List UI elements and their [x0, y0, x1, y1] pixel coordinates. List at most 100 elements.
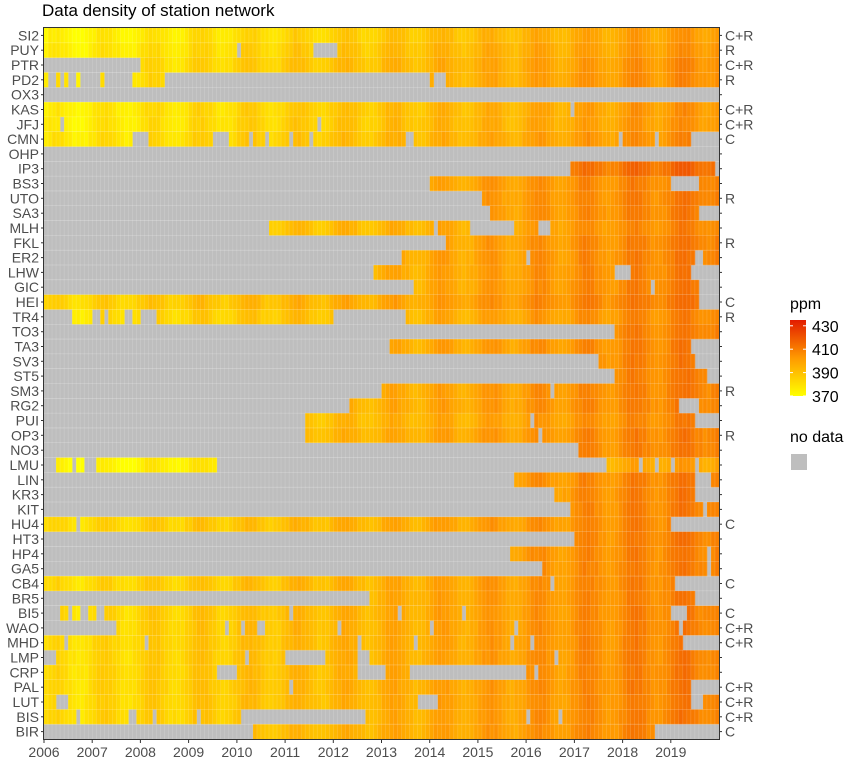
- heatmap-cell: [345, 413, 350, 429]
- heatmap-cell: [417, 265, 422, 281]
- heatmap-cell: [502, 724, 507, 740]
- heatmap-cell: [614, 339, 619, 355]
- heatmap-cell: [281, 131, 286, 147]
- heatmap-cell: [502, 72, 507, 88]
- heatmap-cell: [297, 664, 302, 680]
- heatmap-cell: [502, 42, 507, 58]
- heatmap-cell: [385, 398, 390, 414]
- heatmap-cell: [417, 102, 422, 118]
- heatmap-cell: [650, 131, 656, 147]
- heatmap-cell: [518, 235, 523, 251]
- heatmap-cell: [465, 694, 471, 710]
- heatmap-cell: [522, 57, 527, 73]
- heatmap-cell: [485, 650, 491, 666]
- heatmap-cell: [522, 72, 527, 88]
- heatmap-cell: [606, 353, 611, 369]
- heatmap-cell: [694, 561, 700, 577]
- heatmap-cell: [566, 131, 571, 147]
- heatmap-cell: [256, 650, 262, 666]
- heatmap-cell: [702, 235, 708, 251]
- heatmap-cell: [606, 309, 611, 325]
- heatmap-cell: [385, 590, 390, 606]
- heatmap-cell: [658, 605, 664, 621]
- heatmap-cell: [698, 28, 704, 44]
- heatmap-cell: [670, 502, 676, 518]
- heatmap-cell: [602, 265, 607, 281]
- heatmap-cell: [236, 309, 242, 325]
- heatmap-cell: [285, 679, 290, 695]
- heatmap-cell: [570, 724, 575, 740]
- heatmap-cell: [694, 42, 700, 58]
- heatmap-cell: [562, 576, 567, 592]
- heatmap-cell: [457, 294, 463, 310]
- heatmap-cell: [465, 605, 471, 621]
- heatmap-cell: [405, 679, 410, 695]
- heatmap-cell: [128, 294, 133, 310]
- heatmap-cell: [248, 116, 254, 132]
- heatmap-cell: [401, 620, 406, 636]
- heatmap-cell: [694, 709, 700, 725]
- heatmap-cell: [409, 116, 414, 132]
- heatmap-cell: [473, 28, 479, 44]
- heatmap-cell: [345, 116, 350, 132]
- heatmap-cell: [498, 190, 503, 206]
- heatmap-cell: [445, 694, 451, 710]
- heatmap-cell: [128, 694, 133, 710]
- heatmap-cell: [172, 620, 177, 636]
- heatmap-row-rg2: [349, 398, 720, 414]
- heatmap-cell: [678, 279, 684, 295]
- heatmap-cell: [136, 679, 141, 695]
- heatmap-cell: [293, 131, 298, 147]
- heatmap-cell: [192, 664, 197, 680]
- heatmap-cell: [52, 28, 57, 44]
- heatmap-cell: [256, 635, 262, 651]
- heatmap-cell: [329, 679, 334, 695]
- heatmap-cell: [409, 709, 414, 725]
- heatmap-cell: [618, 383, 623, 399]
- heatmap-cell: [562, 546, 567, 562]
- heatmap-cell: [389, 664, 394, 680]
- heatmap-cell: [614, 28, 619, 44]
- heatmap-cell: [518, 176, 523, 192]
- heatmap-cell: [714, 531, 720, 547]
- heatmap-cell: [626, 383, 631, 399]
- heatmap-cell: [646, 605, 651, 621]
- heatmap-cell: [618, 457, 623, 473]
- heatmap-cell: [550, 709, 555, 725]
- heatmap-cell: [477, 383, 483, 399]
- heatmap-cell: [674, 472, 680, 488]
- heatmap-cell: [277, 679, 282, 695]
- heatmap-cell: [674, 664, 680, 680]
- heatmap-cell: [690, 531, 696, 547]
- heatmap-cell: [349, 28, 354, 44]
- heatmap-cell: [630, 576, 635, 592]
- heatmap-cell: [309, 635, 314, 651]
- heatmap-cell: [538, 620, 543, 636]
- heatmap-cell: [522, 516, 527, 532]
- heatmap-cell: [244, 694, 250, 710]
- heatmap-cell: [594, 102, 599, 118]
- heatmap-cell: [570, 679, 575, 695]
- heatmap-cell: [156, 709, 161, 725]
- heatmap-cell: [518, 679, 523, 695]
- heatmap-cell: [441, 294, 447, 310]
- heatmap-cell: [297, 57, 302, 73]
- heatmap-cell: [457, 235, 463, 251]
- heatmap-cell: [622, 516, 627, 532]
- heatmap-cell: [714, 650, 720, 666]
- heatmap-cell: [526, 383, 531, 399]
- heatmap-cell: [658, 353, 664, 369]
- heatmap-cell: [293, 620, 298, 636]
- heatmap-cell: [393, 516, 398, 532]
- heatmap-cell: [598, 383, 603, 399]
- heatmap-cell: [666, 502, 672, 518]
- heatmap-cell: [510, 413, 515, 429]
- heatmap-cell: [232, 650, 238, 666]
- heatmap-cell: [658, 516, 664, 532]
- heatmap-cell: [514, 546, 519, 562]
- heatmap-cell: [417, 724, 422, 740]
- heatmap-cell: [401, 398, 406, 414]
- heatmap-cell: [349, 413, 354, 429]
- heatmap-cell: [686, 339, 692, 355]
- heatmap-cell: [56, 28, 61, 44]
